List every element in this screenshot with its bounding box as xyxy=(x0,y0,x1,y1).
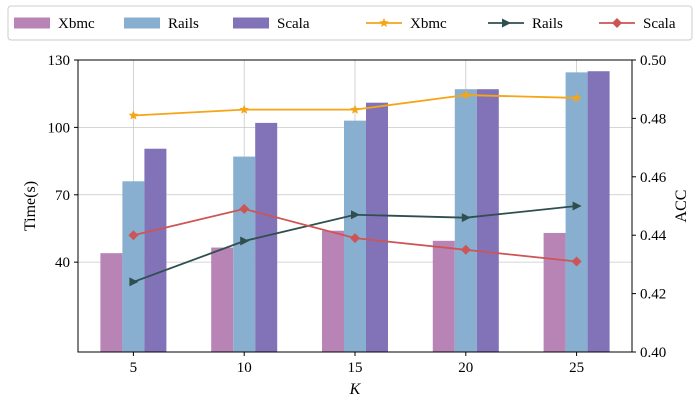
legend-label-xbmc: Xbmc xyxy=(58,16,95,32)
line-series-group xyxy=(128,90,582,287)
point-xbmc-5 xyxy=(128,110,139,120)
point-xbmc-25 xyxy=(571,92,582,103)
point-rails-15 xyxy=(351,210,360,220)
bar-xbmc-20 xyxy=(432,240,455,352)
x-tick-label: 15 xyxy=(348,360,363,376)
x-tick-label: 20 xyxy=(458,360,473,376)
point-scala-10 xyxy=(239,203,250,214)
point-scala-5 xyxy=(128,230,139,241)
bar-rails-25 xyxy=(565,72,588,352)
bar-scala-10 xyxy=(255,122,278,353)
bar-xbmc-10 xyxy=(211,247,234,352)
bar-rails-10 xyxy=(233,156,256,352)
axes: 5 10 15 20 25 40 70 100 130 0.40 0.42 0.44 0.46 0.48 0… xyxy=(48,53,667,376)
y-right-tick-label: 0.42 xyxy=(640,287,666,303)
legend-label-rails: Rails xyxy=(532,16,563,32)
x-axis-title: K xyxy=(349,381,362,398)
legend-marker-xbmc xyxy=(379,18,389,28)
bar-scala-20 xyxy=(476,89,499,352)
bar-rails-20 xyxy=(454,89,477,352)
bar-xbmc-15 xyxy=(322,230,344,352)
legend-swatch-scala xyxy=(233,17,269,29)
legend-label-scala: Scala xyxy=(643,16,676,32)
point-rails-25 xyxy=(572,201,582,211)
y-left-tick-label: 130 xyxy=(48,53,71,69)
bar-scala-5 xyxy=(144,148,167,352)
x-tick-label: 25 xyxy=(569,360,584,376)
bar-scala-25 xyxy=(587,71,610,352)
y-right-tick-label: 0.46 xyxy=(640,170,667,186)
legend-box xyxy=(7,5,693,41)
legend-label-scala: Scala xyxy=(277,16,310,32)
y-right-tick-label: 0.48 xyxy=(640,111,666,127)
y-left-tick-label: 70 xyxy=(55,188,70,204)
y-axis-right-title: ACC xyxy=(673,190,690,223)
legend-swatch-rails xyxy=(124,17,160,29)
bar-rails-5 xyxy=(122,181,145,352)
legend-swatch-xbmc xyxy=(14,17,50,29)
legend-label-rails: Rails xyxy=(168,16,199,32)
y-axis-left-title: Time(s) xyxy=(22,181,39,231)
y-right-tick-label: 0.40 xyxy=(640,345,666,361)
legend-marker-rails xyxy=(502,18,511,28)
bar-scala-15 xyxy=(366,102,388,352)
y-right-tick-label: 0.44 xyxy=(640,228,667,244)
y-left-tick-label: 40 xyxy=(55,255,70,271)
point-xbmc-20 xyxy=(461,90,471,100)
point-scala-25 xyxy=(571,256,582,267)
point-scala-20 xyxy=(460,244,471,255)
point-rails-5 xyxy=(129,277,139,287)
legend-label-xbmc: Xbmc xyxy=(410,16,447,32)
legend: Xbmc Rails Scala Xbmc Rails Scala xyxy=(7,5,693,41)
point-rails-20 xyxy=(461,213,471,223)
point-xbmc-10 xyxy=(239,104,249,114)
point-xbmc-15 xyxy=(350,104,360,114)
bar-series-group xyxy=(100,71,610,353)
y-left-tick-label: 100 xyxy=(48,120,71,136)
legend-marker-scala xyxy=(612,18,622,28)
x-tick-label: 10 xyxy=(237,360,252,376)
bar-xbmc-25 xyxy=(543,232,566,352)
point-rails-10 xyxy=(240,236,250,246)
bar-xbmc-5 xyxy=(100,253,123,352)
point-scala-15 xyxy=(350,233,360,244)
y-right-tick-label: 0.50 xyxy=(640,53,666,69)
x-tick-label: 5 xyxy=(130,360,138,376)
